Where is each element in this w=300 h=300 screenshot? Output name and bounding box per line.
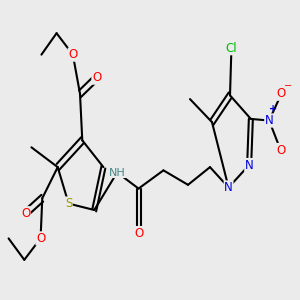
- Text: +: +: [269, 104, 278, 114]
- Text: O: O: [36, 232, 45, 245]
- Text: O: O: [92, 71, 101, 84]
- Text: O: O: [134, 226, 143, 239]
- Text: NH: NH: [109, 167, 125, 178]
- Text: O: O: [276, 143, 285, 157]
- Text: N: N: [245, 158, 254, 172]
- Text: O: O: [21, 207, 30, 220]
- Text: N: N: [265, 114, 274, 127]
- Text: N: N: [224, 181, 233, 194]
- Text: Cl: Cl: [226, 42, 237, 55]
- Text: O: O: [277, 87, 286, 100]
- Text: O: O: [68, 48, 77, 61]
- Text: −: −: [284, 81, 292, 91]
- Text: S: S: [65, 197, 72, 210]
